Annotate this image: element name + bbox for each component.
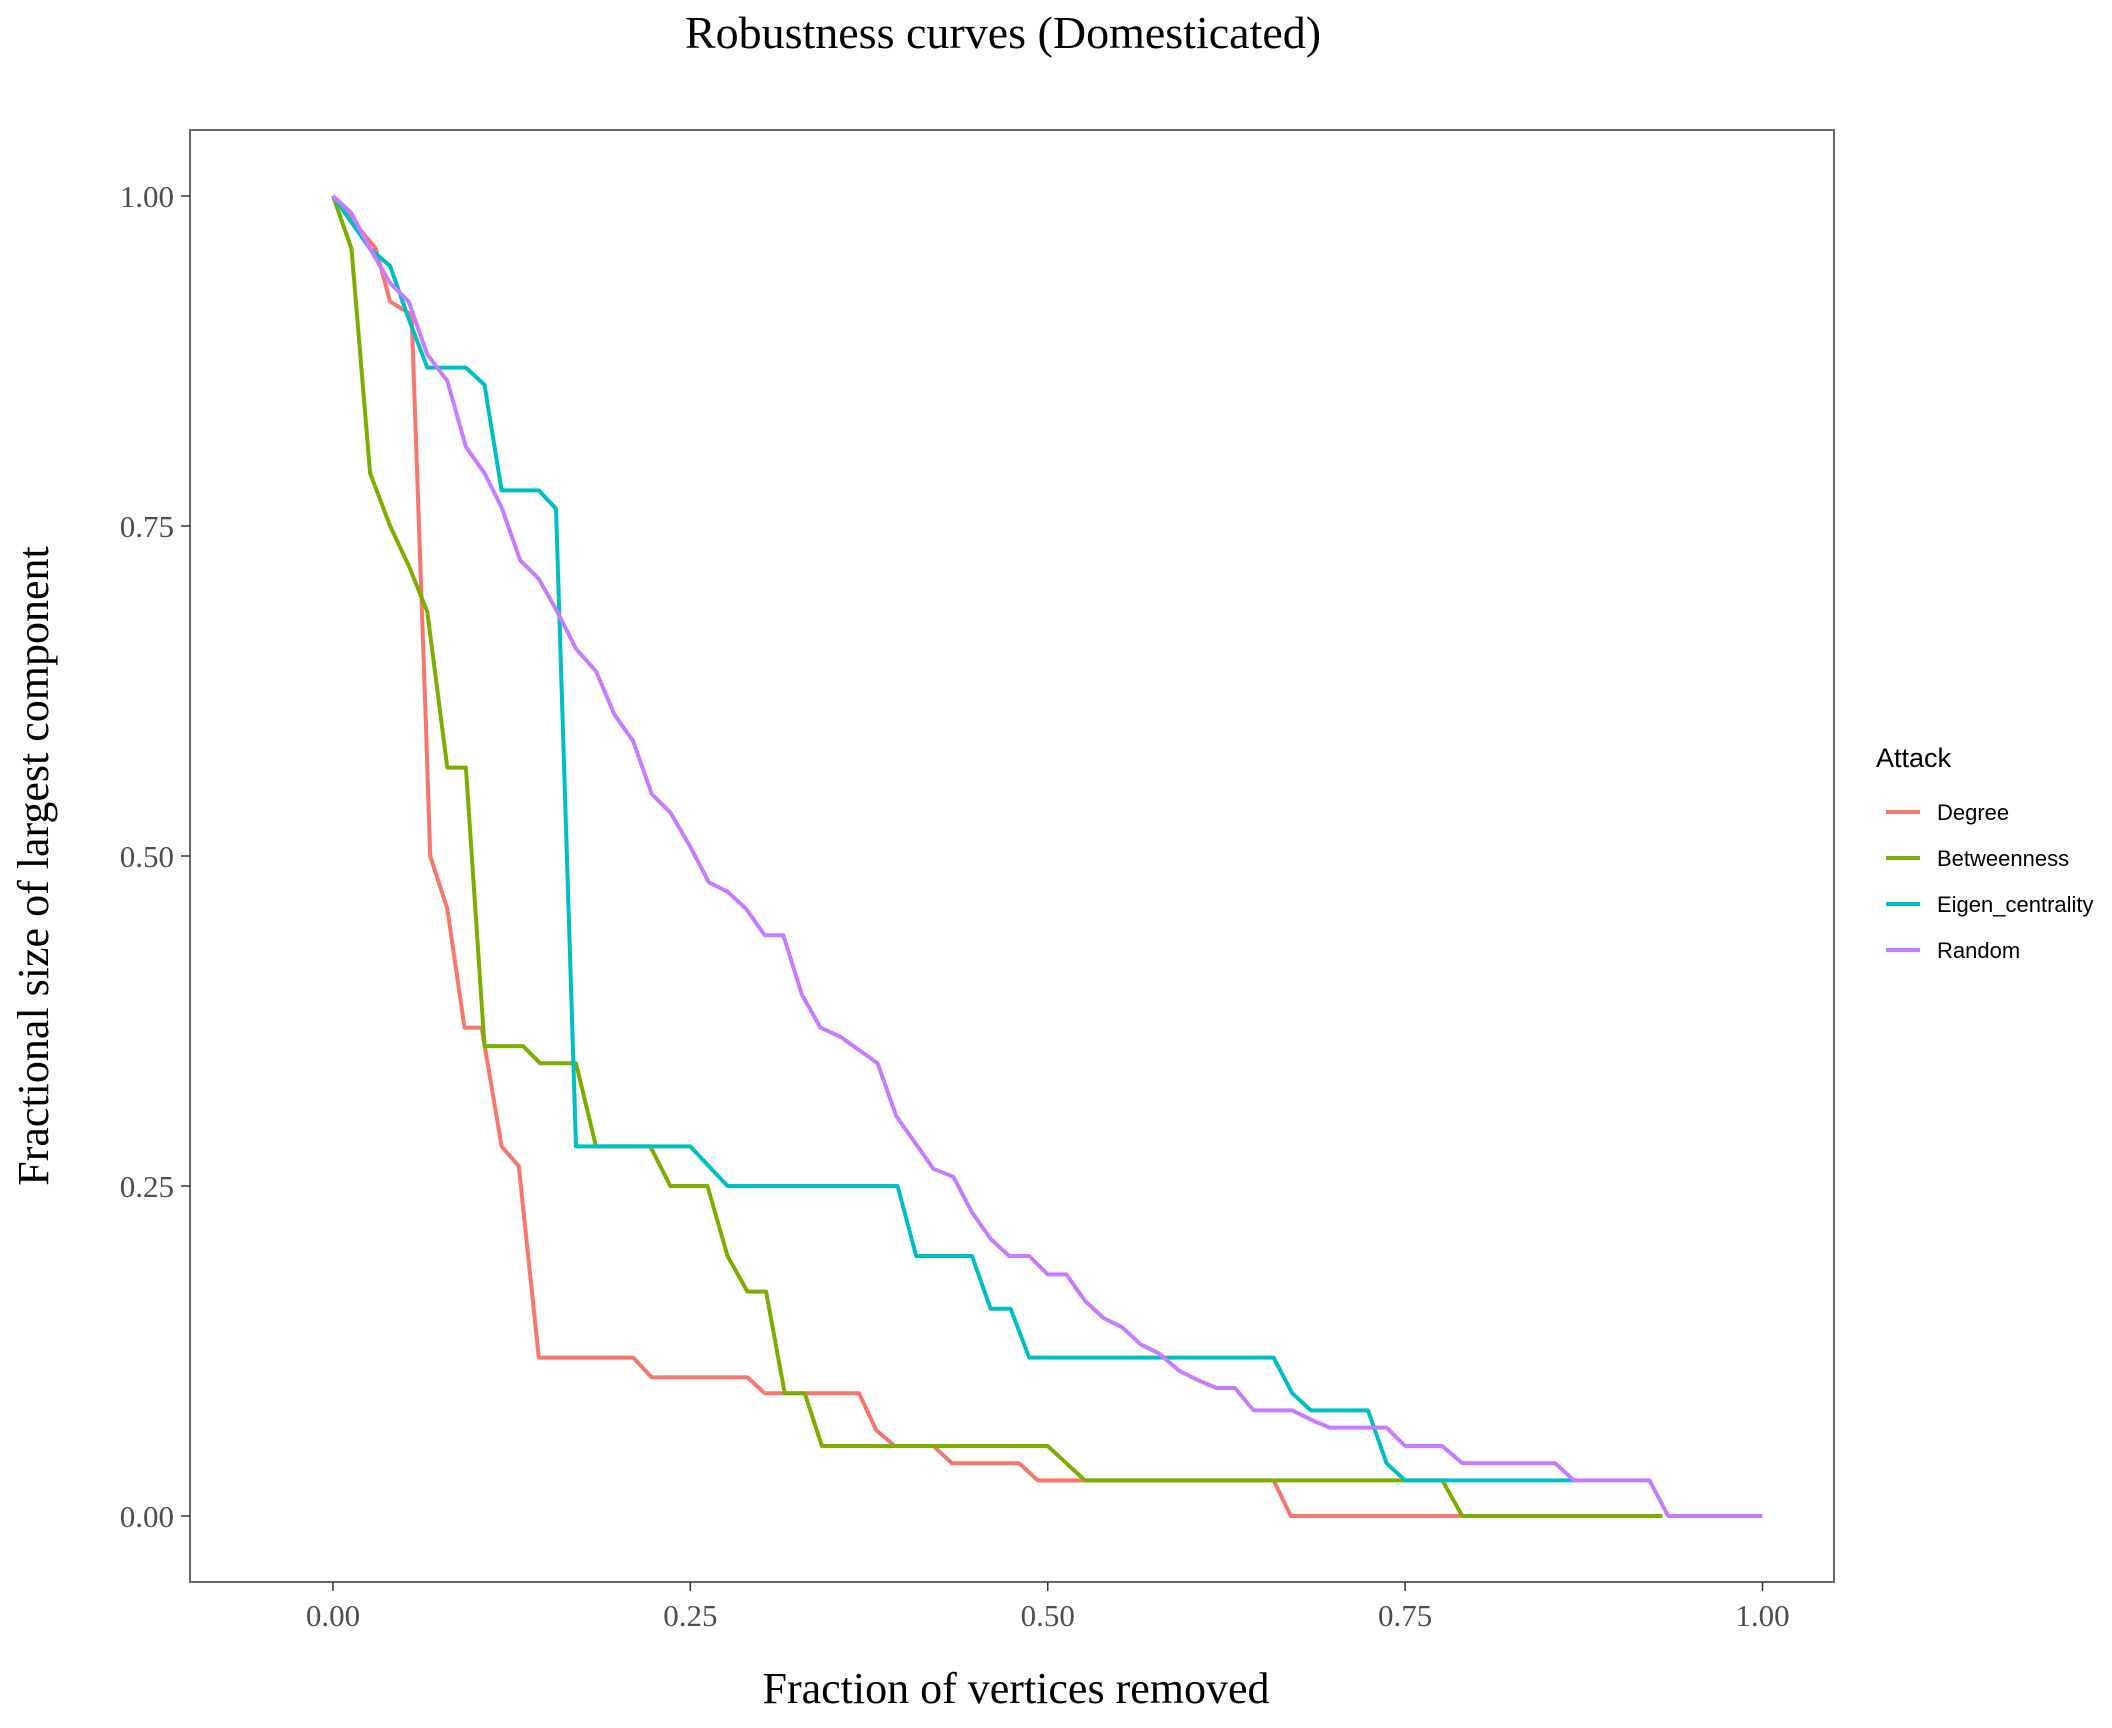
- series-line-random: [331, 194, 1763, 1518]
- x-axis: 0.00 0.25 0.50 0.75 1.00: [306, 1582, 1790, 1633]
- y-tick-label: 1.00: [120, 179, 174, 214]
- y-tick-label: 0.50: [120, 839, 174, 874]
- legend: Attack Degree Betweenness Eigen_centrality…: [1876, 743, 2094, 963]
- x-tick-label: 0.00: [306, 1598, 360, 1633]
- legend-label-random: Random: [1937, 938, 2020, 963]
- series-line-degree: [331, 194, 1463, 1518]
- legend-label-eigen_centrality: Eigen_centrality: [1937, 892, 2094, 917]
- y-axis: 0.00 0.25 0.50 0.75 1.00: [120, 179, 190, 1534]
- series-line-eigen_centrality: [331, 194, 1577, 1483]
- plot-panel: [189, 129, 1835, 1583]
- x-tick-label: 0.75: [1378, 1598, 1432, 1633]
- series-line-betweenness: [331, 195, 1663, 1518]
- y-axis-title: Fractional size of largest component: [9, 546, 58, 1185]
- series-lines: [331, 194, 1763, 1518]
- legend-label-degree: Degree: [1937, 800, 2009, 825]
- y-tick-label: 0.00: [120, 1499, 174, 1534]
- legend-label-betweenness: Betweenness: [1937, 846, 2069, 871]
- x-tick-label: 1.00: [1735, 1598, 1789, 1633]
- y-tick-label: 0.25: [120, 1169, 174, 1204]
- y-tick-label: 0.75: [120, 509, 174, 544]
- chart-title: Robustness curves (Domesticated): [685, 7, 1321, 58]
- legend-title: Attack: [1876, 743, 1952, 773]
- x-axis-title: Fraction of vertices removed: [762, 1664, 1269, 1713]
- x-tick-label: 0.25: [663, 1598, 717, 1633]
- x-tick-label: 0.50: [1021, 1598, 1075, 1633]
